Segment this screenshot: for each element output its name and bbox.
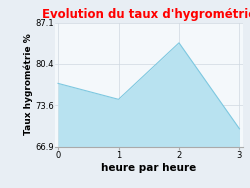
- Title: Evolution du taux d'hygrométrie: Evolution du taux d'hygrométrie: [42, 8, 250, 21]
- X-axis label: heure par heure: heure par heure: [101, 163, 196, 173]
- Y-axis label: Taux hygrométrie %: Taux hygrométrie %: [24, 34, 34, 136]
